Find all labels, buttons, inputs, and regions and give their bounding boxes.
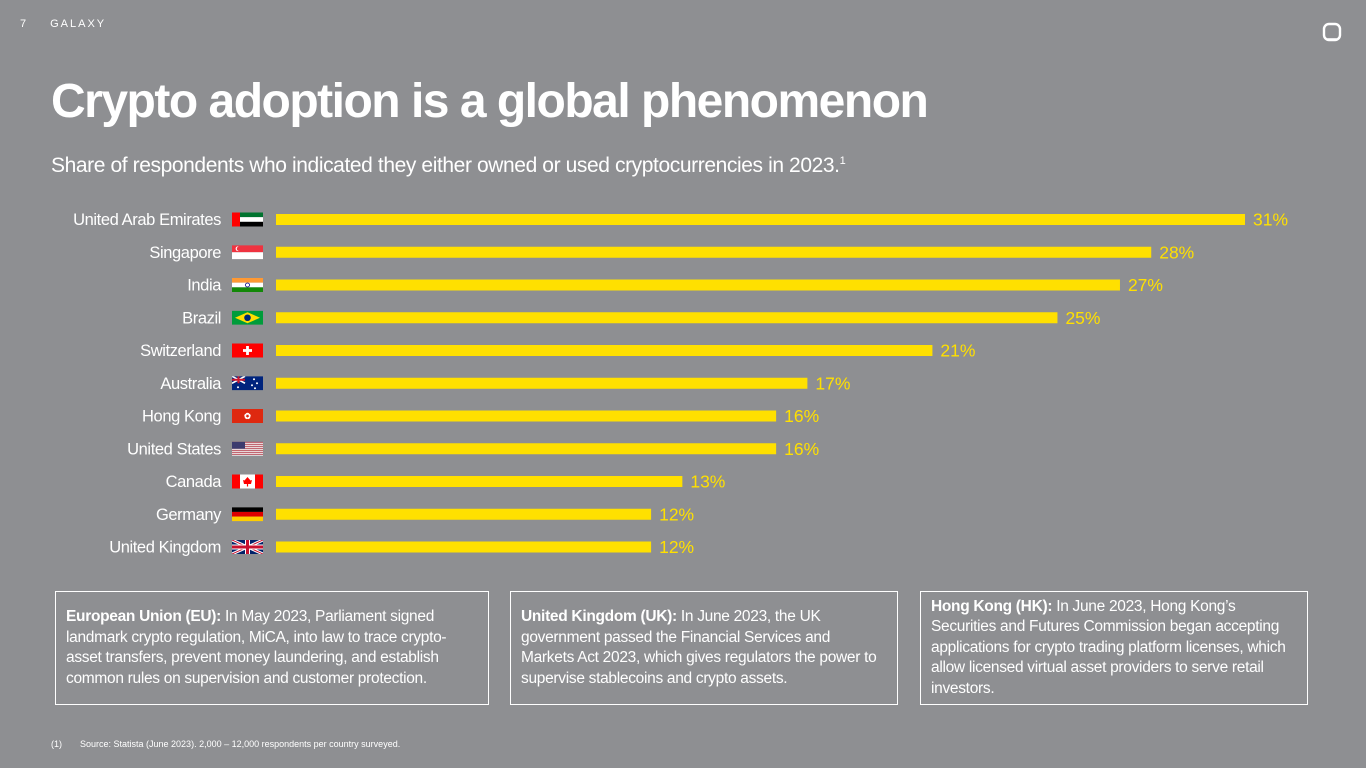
eu-info-text: European Union (EU): In May 2023, Parlia… — [66, 607, 478, 689]
bar — [276, 377, 808, 389]
category-label: Hong Kong — [142, 408, 221, 426]
eu-info-box: European Union (EU): In May 2023, Parlia… — [55, 591, 489, 705]
value-label: 12% — [659, 504, 694, 524]
australia-flag-icon — [232, 376, 263, 391]
value-label: 16% — [784, 439, 819, 459]
value-label: 27% — [1128, 275, 1163, 295]
eu-info-body: In May 2023, Parliament signed landmark … — [66, 608, 447, 687]
footnote-marker: (1) — [51, 739, 62, 749]
bar — [276, 345, 933, 356]
bar — [276, 214, 1245, 225]
chart-row: Germany 12% — [156, 504, 694, 524]
chart-row: India 27% — [187, 275, 1163, 295]
hk-info-text: Hong Kong (HK): In June 2023, Hong Kong’… — [931, 597, 1297, 700]
value-label: 25% — [1065, 308, 1100, 328]
hk-info-box: Hong Kong (HK): In June 2023, Hong Kong’… — [920, 591, 1308, 705]
hong-kong-flag-icon — [232, 409, 263, 423]
bar — [276, 541, 652, 553]
category-label: Switzerland — [140, 342, 221, 360]
value-label: 16% — [784, 406, 819, 426]
value-label: 31% — [1253, 210, 1288, 230]
slide-header: 7 GALAXY — [20, 18, 106, 30]
bar — [276, 443, 777, 455]
chart-row: Hong Kong 16% — [142, 406, 819, 426]
value-label: 21% — [940, 341, 975, 361]
galaxy-logo-icon — [1322, 22, 1342, 42]
bar — [276, 410, 777, 422]
chart-row: Canada 13% — [166, 472, 726, 492]
chart-row: Switzerland 21% — [140, 341, 975, 361]
category-label: Canada — [166, 473, 223, 491]
bar — [276, 508, 652, 520]
category-label: Australia — [160, 375, 222, 393]
united-states-flag-icon — [232, 441, 263, 456]
value-label: 13% — [690, 472, 725, 492]
bar — [276, 246, 1152, 258]
uae-flag-icon — [232, 212, 263, 227]
hk-info-heading: Hong Kong (HK): — [931, 597, 1053, 615]
hk-info-body: In June 2023, Hong Kong’s Securities and… — [931, 597, 1286, 697]
eu-info-heading: European Union (EU): — [66, 608, 222, 625]
chart-row: United States 16% — [127, 439, 819, 459]
footnote: (1) Source: Statista (June 2023). 2,000 … — [51, 739, 400, 749]
bar — [276, 476, 683, 487]
page-title: Crypto adoption is a global phenomenon — [51, 75, 929, 128]
category-label: India — [187, 277, 222, 295]
category-label: United States — [127, 440, 221, 458]
canada-flag-icon — [232, 474, 263, 489]
category-label: Brazil — [182, 309, 221, 327]
chart-row: Brazil 25% — [182, 308, 1100, 328]
chart-subtitle: Share of respondents who indicated they … — [51, 154, 846, 178]
page-number: 7 — [20, 18, 29, 30]
subtitle-footnote-marker: 1 — [839, 155, 846, 167]
value-label: 28% — [1159, 242, 1194, 262]
category-label: United Arab Emirates — [73, 211, 221, 229]
bar — [276, 279, 1120, 291]
uk-info-text: United Kingdom (UK): In June 2023, the U… — [521, 607, 887, 689]
value-label: 12% — [659, 537, 694, 557]
category-label: United Kingdom — [109, 539, 221, 557]
germany-flag-icon — [232, 507, 263, 522]
uk-info-body: In June 2023, the UK government passed t… — [521, 608, 877, 687]
category-label: Singapore — [149, 244, 221, 262]
chart-row: Singapore 28% — [149, 242, 1194, 262]
chart-row: United Kingdom 12% — [109, 537, 694, 557]
united-kingdom-flag-icon — [232, 540, 263, 554]
uk-info-box: United Kingdom (UK): In June 2023, the U… — [510, 591, 898, 705]
uk-info-heading: United Kingdom (UK): — [521, 608, 677, 625]
subtitle-text: Share of respondents who indicated they … — [51, 154, 840, 177]
brazil-flag-icon — [232, 310, 263, 325]
brand-name: GALAXY — [50, 18, 107, 30]
india-flag-icon — [232, 278, 263, 292]
chart-row: Australia 17% — [160, 373, 850, 393]
bar — [276, 312, 1058, 324]
bar-chart: United Arab Emirates 31% Singapore 28% India… — [73, 210, 1288, 558]
singapore-flag-icon — [232, 245, 263, 260]
category-label: Germany — [156, 506, 222, 524]
switzerland-flag-icon — [232, 343, 263, 358]
value-label: 17% — [815, 373, 850, 393]
footnote-text: Source: Statista (June 2023). 2,000 – 12… — [80, 739, 401, 749]
chart-row: United Arab Emirates 31% — [73, 210, 1288, 230]
